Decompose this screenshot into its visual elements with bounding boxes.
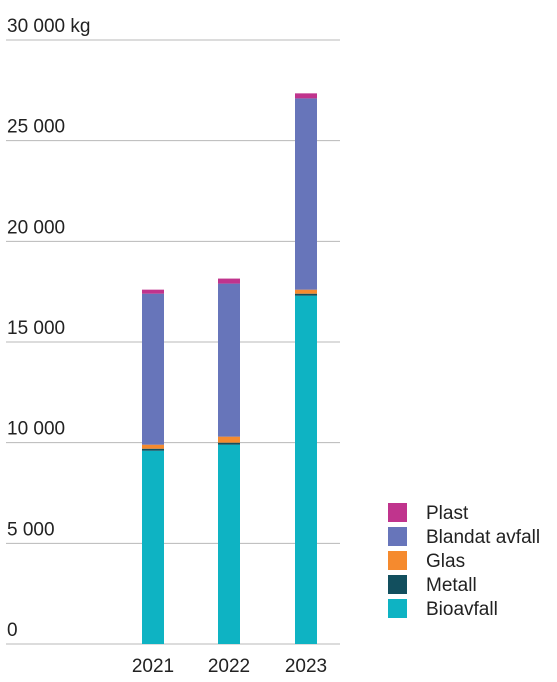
y-tick-label: 10 000 <box>7 419 65 440</box>
bar-segment <box>295 295 317 644</box>
bar-segment <box>295 289 317 294</box>
x-tick-label: 2021 <box>132 656 174 677</box>
x-tick-label: 2022 <box>208 656 250 677</box>
legend-swatch <box>388 551 407 570</box>
bar-segment <box>218 436 240 443</box>
bar-segment <box>142 444 164 449</box>
bar-segment <box>142 450 164 644</box>
bars <box>142 93 317 644</box>
bar-segment <box>295 98 317 290</box>
bar-segment <box>218 283 240 437</box>
legend-label: Glas <box>426 551 465 572</box>
y-tick-label: 25 000 <box>7 117 65 138</box>
y-tick-label: 0 <box>7 620 18 641</box>
legend-swatch <box>388 599 407 618</box>
x-axis-tick-labels: 2021 2022 2023 <box>132 656 327 677</box>
y-tick-label: 30 000 kg <box>7 16 90 37</box>
legend-label: Bioavfall <box>426 599 498 620</box>
legend-swatch <box>388 527 407 546</box>
x-tick-label: 2023 <box>285 656 327 677</box>
legend-label: Plast <box>426 503 469 524</box>
bar-segment <box>218 278 240 284</box>
y-tick-label: 20 000 <box>7 217 65 238</box>
bar-segment <box>142 293 164 445</box>
bar-segment <box>295 293 317 296</box>
y-axis-tick-labels: 0 5 000 10 000 15 000 20 000 25 000 30 000 kg <box>7 16 90 641</box>
y-tick-label: 5 000 <box>7 519 55 540</box>
legend-label: Metall <box>426 575 477 596</box>
legend-swatch <box>388 575 407 594</box>
legend-swatch <box>388 503 407 522</box>
bar-segment <box>142 448 164 451</box>
legend: Plast Blandat avfall Glas Metall Bioavfall <box>388 503 540 620</box>
y-tick-label: 15 000 <box>7 318 65 339</box>
grid-lines <box>6 39 340 645</box>
bar-segment <box>295 93 317 99</box>
bar-segment <box>218 444 240 644</box>
bar-segment <box>218 442 240 445</box>
legend-label: Blandat avfall <box>426 527 540 548</box>
bar-segment <box>142 289 164 294</box>
